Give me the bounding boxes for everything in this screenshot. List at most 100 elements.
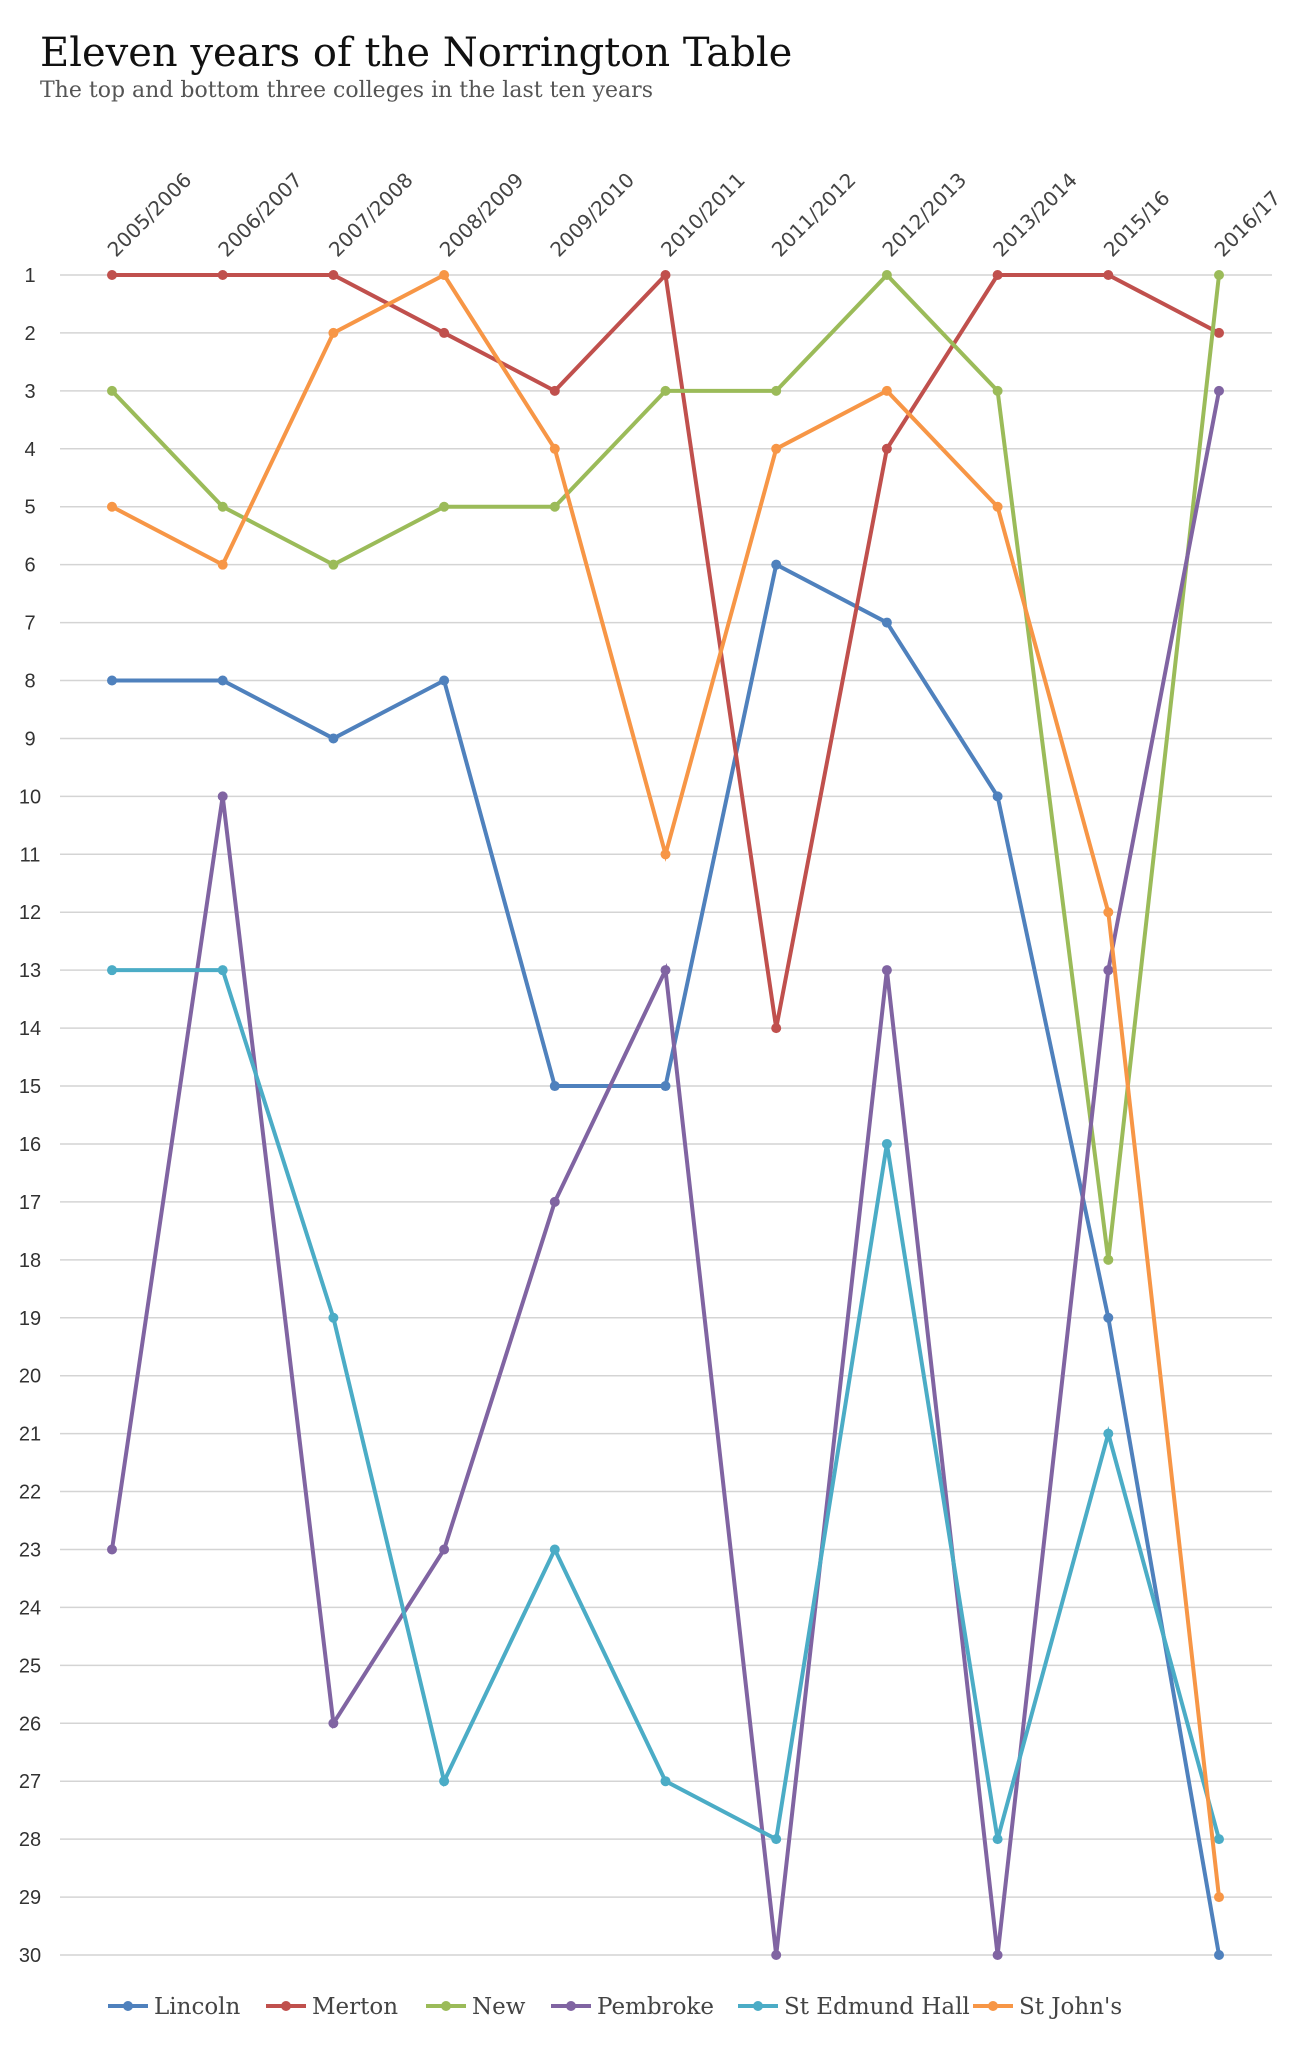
data-point bbox=[660, 270, 671, 280]
y-tick-label: 21 bbox=[19, 1424, 41, 1446]
data-point bbox=[992, 1950, 1003, 1960]
x-axis-categories: 2005/2006 2006/2007 2007/2008 2008/2009 2009… bbox=[103, 168, 1286, 262]
legend-swatch-marker bbox=[123, 2001, 133, 2011]
data-point bbox=[549, 1081, 560, 1092]
data-point bbox=[439, 675, 450, 686]
data-point bbox=[328, 270, 339, 280]
data-point bbox=[217, 559, 228, 570]
y-tick-label: 8 bbox=[24, 671, 35, 693]
data-point bbox=[771, 1834, 782, 1845]
data-point bbox=[660, 1081, 671, 1092]
y-tick-label: 29 bbox=[19, 1887, 41, 1909]
y-tick-label: 3 bbox=[24, 381, 35, 403]
data-point bbox=[217, 501, 228, 512]
y-tick-label: 7 bbox=[24, 613, 35, 635]
series-new bbox=[107, 270, 1224, 1265]
data-point bbox=[660, 965, 671, 976]
y-tick-label: 20 bbox=[19, 1366, 41, 1388]
data-point bbox=[881, 617, 892, 628]
x-category-label: 2016/17 bbox=[1210, 186, 1286, 262]
data-point bbox=[107, 385, 117, 396]
x-category-label: 2012/2013 bbox=[877, 168, 971, 262]
legend-item: St John's bbox=[973, 1994, 1122, 2020]
data-point bbox=[1103, 965, 1114, 976]
y-tick-label: 6 bbox=[24, 555, 35, 577]
data-point bbox=[1214, 1834, 1224, 1845]
series-pembroke bbox=[107, 385, 1224, 1960]
series-st-john-s bbox=[107, 270, 1224, 1903]
series-line bbox=[110, 390, 1221, 1956]
y-tick-label: 15 bbox=[19, 1076, 41, 1098]
legend-swatch-marker bbox=[566, 2001, 576, 2011]
series-lines bbox=[107, 270, 1224, 1960]
gridlines bbox=[60, 274, 1272, 1956]
data-point bbox=[1214, 385, 1224, 396]
legend-label: Pembroke bbox=[597, 1994, 714, 2020]
x-category-label: 2011/2012 bbox=[767, 168, 861, 262]
x-category-label: 2008/2009 bbox=[435, 168, 529, 262]
y-tick-label: 25 bbox=[19, 1655, 41, 1677]
data-point bbox=[439, 501, 450, 512]
chart-subtitle: The top and bottom three colleges in the… bbox=[40, 78, 653, 103]
data-point bbox=[328, 1718, 339, 1729]
data-point bbox=[771, 1023, 782, 1034]
x-category-label: 2013/2014 bbox=[988, 168, 1082, 262]
x-category-label: 2007/2008 bbox=[324, 168, 418, 262]
data-point bbox=[107, 270, 117, 280]
y-tick-label: 28 bbox=[19, 1829, 41, 1851]
data-point bbox=[881, 965, 892, 976]
legend: Lincoln Merton New Pembroke St Edmund Hall St… bbox=[108, 1994, 1122, 2020]
y-tick-label: 2 bbox=[24, 323, 35, 345]
data-point bbox=[217, 675, 228, 686]
y-tick-label: 16 bbox=[19, 1134, 41, 1156]
legend-label: St Edmund Hall bbox=[784, 1994, 970, 2020]
data-point bbox=[217, 270, 228, 280]
series-merton bbox=[107, 270, 1224, 1034]
x-category-label: 2005/2006 bbox=[103, 168, 197, 262]
y-tick-label: 12 bbox=[19, 902, 41, 924]
data-point bbox=[992, 501, 1003, 512]
data-point bbox=[881, 270, 892, 280]
legend-swatch-marker bbox=[281, 2001, 291, 2011]
data-point bbox=[1103, 1254, 1114, 1265]
x-category-label: 2006/2007 bbox=[213, 168, 307, 262]
data-point bbox=[549, 443, 560, 454]
data-point bbox=[771, 1950, 782, 1960]
y-tick-label: 23 bbox=[19, 1539, 41, 1561]
data-point bbox=[1214, 1950, 1224, 1960]
y-tick-label: 11 bbox=[20, 844, 41, 866]
data-point bbox=[1214, 270, 1224, 280]
data-point bbox=[992, 1834, 1003, 1845]
y-tick-label: 30 bbox=[19, 1945, 41, 1967]
data-point bbox=[660, 385, 671, 396]
y-tick-label: 18 bbox=[19, 1250, 41, 1272]
data-point bbox=[771, 385, 782, 396]
data-point bbox=[439, 1776, 450, 1787]
data-point bbox=[1103, 270, 1114, 280]
legend-swatch-marker bbox=[988, 2001, 998, 2011]
data-point bbox=[1103, 907, 1114, 918]
data-point bbox=[439, 327, 450, 338]
legend-label: Lincoln bbox=[154, 1994, 241, 2020]
data-point bbox=[328, 1312, 339, 1323]
y-tick-label: 26 bbox=[19, 1713, 41, 1735]
data-point bbox=[107, 965, 117, 976]
data-point bbox=[660, 849, 671, 860]
data-point bbox=[1214, 1892, 1224, 1903]
series-line bbox=[112, 968, 1221, 1843]
data-point bbox=[439, 270, 450, 280]
y-tick-label: 14 bbox=[19, 1018, 41, 1040]
y-tick-label: 24 bbox=[19, 1597, 41, 1619]
data-point bbox=[881, 385, 892, 396]
data-point bbox=[328, 327, 339, 338]
data-point bbox=[771, 443, 782, 454]
data-point bbox=[549, 1544, 560, 1555]
data-point bbox=[217, 965, 228, 976]
data-point bbox=[549, 385, 560, 396]
series-st-edmund-hall bbox=[107, 965, 1224, 1845]
x-category-label: 2009/2010 bbox=[545, 168, 639, 262]
data-point bbox=[992, 385, 1003, 396]
data-point bbox=[107, 675, 117, 686]
data-point bbox=[328, 559, 339, 570]
